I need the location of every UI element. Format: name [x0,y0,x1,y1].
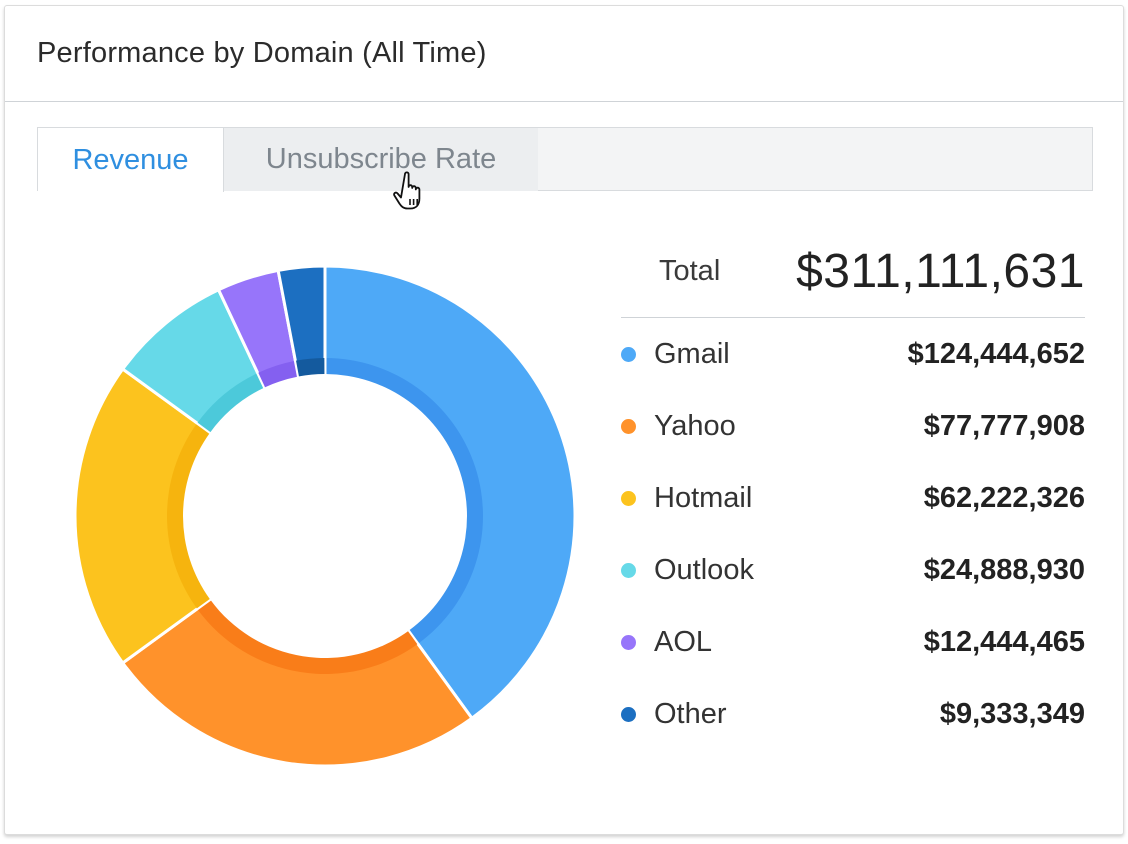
tab-revenue[interactable]: Revenue [38,128,224,192]
tab-bar: Revenue Unsubscribe Rate [37,127,1093,192]
legend-name: Outlook [654,553,754,586]
legend-name: Other [654,697,727,730]
legend-name: Hotmail [654,481,753,514]
donut-slice-band-hotmail [167,423,210,609]
card-title: Performance by Domain (All Time) [37,37,487,69]
donut-slice-band-gmail [325,358,484,644]
donut-slice-band-other [296,358,325,377]
hand-cursor-icon [393,171,421,210]
legend-value: $62,222,326 [923,481,1085,514]
legend-dot [621,490,636,506]
total-label: Total [659,255,721,287]
total-row: Total $311,111,631 [621,226,1085,318]
legend-dot [621,346,636,362]
donut-slice-band-yahoo [197,599,418,674]
legend-dot [621,706,636,722]
legend-panel: Total $311,111,631 Gmail $124,444,652 Ya… [621,226,1085,750]
tab-unsubscribe-rate[interactable]: Unsubscribe Rate [224,128,538,191]
legend-value: $24,888,930 [923,553,1085,586]
legend-value: $9,333,349 [939,697,1085,730]
legend-value: $124,444,652 [907,337,1085,370]
legend-item-other: Other $9,333,349 [621,678,1085,750]
legend-item-yahoo: Yahoo $77,777,908 [621,390,1085,462]
legend-item-outlook: Outlook $24,888,930 [621,534,1085,606]
legend-item-hotmail: Hotmail $62,222,326 [621,462,1085,534]
legend-value: $77,777,908 [923,409,1085,442]
legend-item-gmail: Gmail $124,444,652 [621,318,1085,390]
legend-dot [621,418,636,434]
legend-dot [621,562,636,578]
donut-slice-yahoo[interactable] [120,597,475,768]
donut-slice-hotmail[interactable] [73,366,213,666]
legend-item-aol: AOL $12,444,465 [621,606,1085,678]
donut-slice-gmail[interactable] [323,264,577,721]
performance-card: Performance by Domain (All Time) Revenue… [4,5,1124,835]
legend-name: Gmail [654,337,730,370]
legend-value: $12,444,465 [923,625,1085,658]
total-value: $311,111,631 [796,245,1085,298]
donut-slice-band-outlook [197,373,265,433]
donut-slice-other[interactable] [276,264,327,379]
donut-chart [73,264,577,768]
legend-name: AOL [654,625,713,658]
legend-dot [621,634,636,650]
card-header: Performance by Domain (All Time) [5,6,1123,102]
donut-slice-band-aol [258,360,298,388]
legend-list: Gmail $124,444,652 Yahoo $77,777,908 Hot… [621,318,1085,750]
legend-name: Yahoo [654,409,736,442]
